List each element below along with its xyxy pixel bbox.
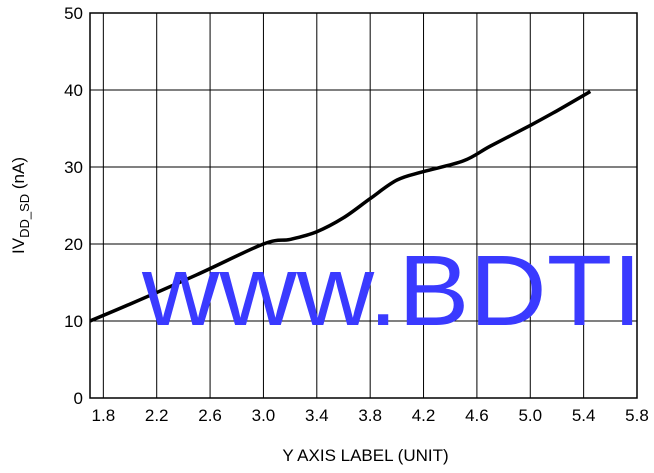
series-line (89, 89, 592, 323)
labels: 1.8 2.2 2.6 3.0 3.4 3.8 4.2 4.6 5.0 5.4 5.8 0 10 20 30… (9, 4, 649, 465)
y-tick-label: 0 (74, 389, 83, 408)
x-tick-label: 3.0 (252, 406, 276, 425)
y-tick-label: 50 (64, 4, 83, 23)
x-tick-label: 4.6 (465, 406, 489, 425)
axes (89, 12, 638, 399)
y-tick-label: 10 (64, 312, 83, 331)
x-tick-label: 5.0 (518, 406, 542, 425)
x-tick-label: 3.8 (358, 406, 382, 425)
x-tick-label: 3.4 (305, 406, 329, 425)
x-tick-label: 2.2 (145, 406, 169, 425)
x-tick-label: 4.2 (412, 406, 436, 425)
x-tick-label: 2.6 (198, 406, 222, 425)
x-axis-label: Y AXIS LABEL (UNIT) (282, 446, 448, 465)
watermark-text: www.BDTI (141, 235, 642, 347)
y-axis-label: IVDD_SD (nA) (9, 157, 32, 254)
watermark-layer: www.BDTI (141, 235, 642, 347)
x-tick-label: 1.8 (92, 406, 116, 425)
series-layer (89, 89, 592, 323)
x-tick-label: 5.4 (572, 406, 596, 425)
y-tick-label: 30 (64, 158, 83, 177)
y-tick-label: 20 (64, 235, 83, 254)
x-tick-label: 5.8 (625, 406, 649, 425)
y-tick-label: 40 (64, 81, 83, 100)
plot-frame (89, 12, 638, 399)
